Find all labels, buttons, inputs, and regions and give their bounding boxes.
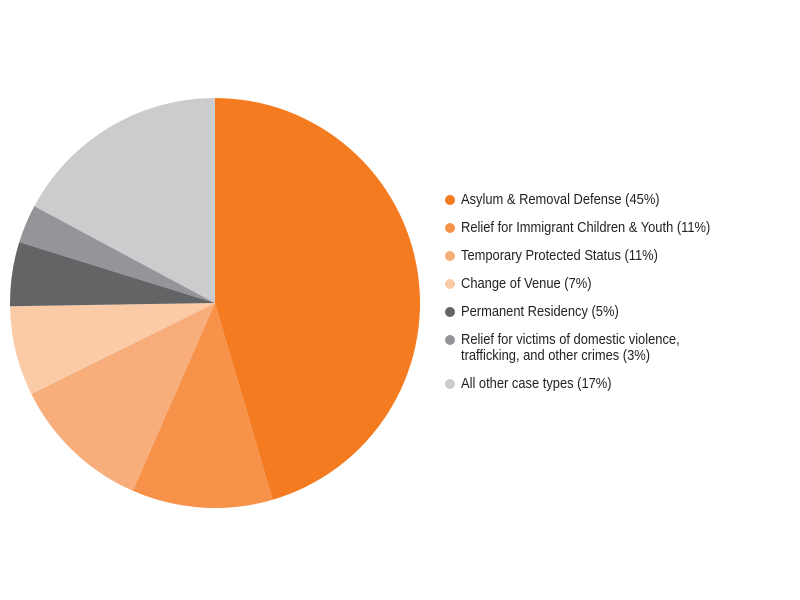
legend-swatch — [445, 223, 455, 233]
pie-slice-children-youth — [132, 303, 273, 508]
legend-item-permanent-residency: Permanent Residency (5%) — [444, 304, 751, 320]
legend-swatch — [445, 379, 455, 389]
pie-slice-asylum — [215, 98, 420, 500]
legend-swatch — [445, 335, 455, 345]
pie-slice-tps — [31, 303, 216, 491]
legend-item-other: All other case types (17%) — [444, 376, 751, 392]
legend-item-victims-relief: Relief for victims of domestic violence,… — [444, 332, 751, 364]
legend-item-children-youth: Relief for Immigrant Children & Youth (1… — [444, 220, 751, 236]
legend-swatch — [445, 279, 455, 289]
legend-item-asylum: Asylum & Removal Defense (45%) — [444, 192, 751, 208]
legend-swatch — [445, 251, 455, 261]
pie-slice-other — [34, 98, 215, 303]
pie-slice-change-of-venue — [10, 303, 216, 395]
legend-swatch — [445, 307, 455, 317]
legend-item-change-of-venue: Change of Venue (7%) — [444, 276, 751, 292]
legend-item-tps: Temporary Protected Status (11%) — [444, 248, 751, 264]
legend-swatch — [445, 195, 455, 205]
legend: Asylum & Removal Defense (45%) Relief fo… — [444, 192, 751, 404]
pie-slice-permanent-residency — [10, 242, 215, 307]
pie-slice-victims-relief — [19, 206, 215, 303]
